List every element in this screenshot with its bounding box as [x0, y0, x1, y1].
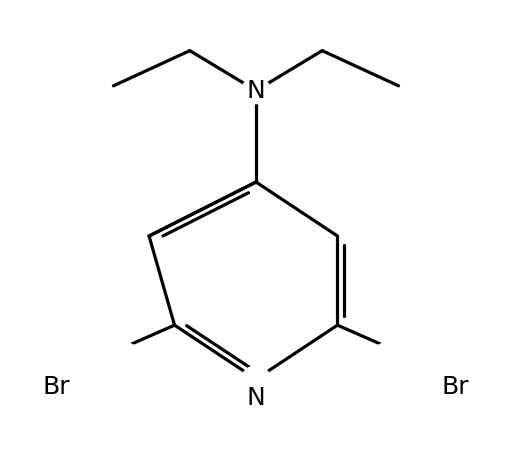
Text: Br: Br	[442, 375, 470, 399]
Text: N: N	[247, 78, 265, 102]
Text: Br: Br	[42, 375, 70, 399]
Ellipse shape	[242, 366, 270, 392]
Ellipse shape	[75, 340, 141, 368]
Ellipse shape	[242, 77, 270, 104]
Text: N: N	[247, 386, 265, 410]
Ellipse shape	[371, 340, 437, 368]
